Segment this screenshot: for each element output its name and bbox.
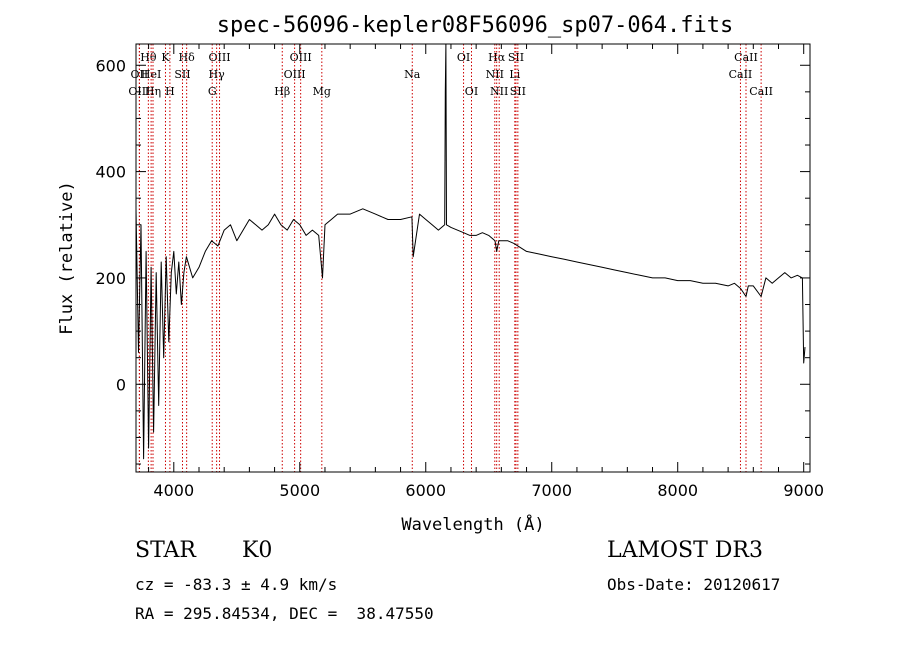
x-tick-label-2: 6000: [405, 481, 446, 500]
line-label-13: OIII: [284, 68, 306, 81]
line-label-25: CaII: [734, 51, 758, 64]
line-label-23: Li: [509, 68, 520, 81]
line-label-2: Hθ: [140, 51, 157, 64]
line-label-7: H: [165, 85, 175, 98]
y-tick-label-3: 600: [95, 56, 126, 75]
line-label-8: Hδ: [179, 51, 196, 64]
line-label-18: OI: [465, 85, 478, 98]
chart-title: spec-56096-kepler08F56096_sp07-064.fits: [217, 13, 734, 38]
line-label-21: NII: [490, 85, 508, 98]
line-label-10: Hγ: [209, 68, 226, 81]
x-tick-label-4: 8000: [657, 481, 698, 500]
line-label-24: SII: [510, 85, 526, 98]
x-tick-label-0: 4000: [153, 481, 194, 500]
line-label-3: HeI: [141, 68, 161, 81]
obs-date: Obs-Date: 20120617: [607, 575, 781, 594]
line-label-15: Mg: [313, 85, 331, 98]
object-subclass: K0: [242, 538, 273, 563]
y-tick-label-2: 400: [95, 163, 126, 182]
object-class: STAR: [135, 538, 196, 563]
x-tick-label-1: 5000: [279, 481, 320, 500]
line-label-20: NII: [486, 68, 504, 81]
line-label-6: SII: [174, 68, 190, 81]
y-tick-label-1: 200: [95, 269, 126, 288]
line-label-12: OIII: [290, 51, 312, 64]
line-label-9: OIII: [208, 51, 230, 64]
plot-frame: [135, 43, 811, 473]
survey-name: LAMOST DR3: [607, 538, 763, 563]
y-axis-label: Flux (relative): [57, 181, 77, 335]
line-label-0: OII: [131, 68, 149, 81]
x-tick-label-5: 9000: [783, 481, 824, 500]
line-label-27: CaII: [749, 85, 773, 98]
line-label-19: Hα: [488, 51, 506, 64]
line-label-22: SII: [508, 51, 524, 64]
line-label-5: K: [161, 51, 170, 64]
x-tick-label-3: 7000: [531, 481, 572, 500]
coordinates: RA = 295.84534, DEC = 38.47550: [135, 604, 434, 623]
line-label-26: CaII: [729, 68, 753, 81]
line-label-14: Hβ: [274, 85, 290, 98]
spectrum-line: [135, 43, 806, 460]
line-label-17: OI: [457, 51, 470, 64]
line-label-11: G: [208, 85, 217, 98]
line-label-4: Hη: [145, 85, 161, 98]
line-label-16: Na: [404, 68, 421, 81]
y-tick-label-0: 0: [116, 375, 126, 394]
x-axis-label: Wavelength (Å): [401, 513, 544, 535]
redshift-text: cz = -83.3 ± 4.9 km/s: [135, 575, 338, 594]
